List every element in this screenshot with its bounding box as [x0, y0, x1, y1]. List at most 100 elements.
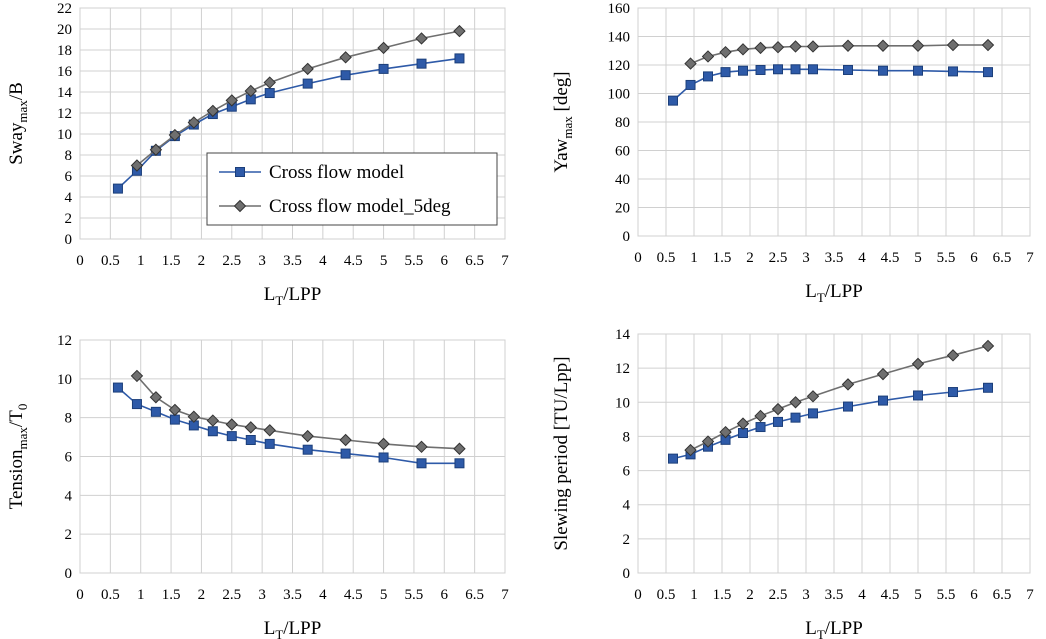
- x-axis-label: LT/LPP: [805, 281, 863, 305]
- y-tick-label: 2: [65, 527, 73, 543]
- data-point: [187, 116, 201, 129]
- x-tick-label: 6.5: [465, 587, 484, 603]
- x-tick-label: 2: [746, 250, 754, 266]
- data-point: [244, 84, 257, 98]
- x-tick-label: 1.5: [713, 250, 732, 266]
- data-point: [843, 401, 853, 412]
- y-tick-label: 160: [608, 1, 631, 17]
- y-axis-label-rest: /T: [6, 410, 27, 427]
- series-line-1: [690, 44, 988, 65]
- data-point: [738, 65, 748, 76]
- x-tick-label: 4.5: [881, 250, 900, 266]
- y-tick-label: 12: [57, 333, 72, 349]
- data-point: [453, 442, 466, 455]
- x-tick-label: 0.5: [657, 250, 676, 266]
- y-axis-label: Swaymax/B: [6, 82, 30, 165]
- y-axis-label-main: Yaw: [551, 138, 572, 172]
- y-tick-label: 8: [65, 411, 73, 427]
- data-point: [719, 425, 732, 439]
- x-axis-label: LT/LPP: [264, 618, 322, 639]
- data-point: [416, 458, 427, 469]
- x-tick-label: 3.5: [825, 250, 844, 266]
- x-tick-label: 3: [802, 250, 810, 266]
- y-tick-label: 12: [57, 106, 72, 122]
- x-tick-label: 6: [441, 253, 449, 269]
- series-line-1: [690, 345, 989, 451]
- data-point: [808, 64, 818, 75]
- data-point: [339, 51, 352, 64]
- y-tick-label: 140: [608, 30, 631, 46]
- data-point: [755, 64, 766, 75]
- y-axis-label-main: Sway: [6, 122, 27, 165]
- x-tick-label: 5: [380, 587, 388, 603]
- y-axis-label-sub: max: [560, 116, 575, 139]
- x-tick-label: 1: [137, 253, 145, 269]
- series-line-0: [672, 387, 989, 460]
- y-tick-label: 12: [615, 361, 630, 377]
- x-axis-label-main: L: [264, 618, 276, 639]
- x-tick-label: 3.5: [283, 587, 302, 603]
- x-tick-label: 3: [258, 587, 266, 603]
- x-tick-label: 3: [802, 587, 810, 603]
- x-tick-label: 2.5: [769, 587, 788, 603]
- data-point: [790, 64, 801, 75]
- x-tick-label: 5.5: [937, 587, 956, 603]
- x-tick-label: 7: [501, 587, 509, 603]
- x-axis-label-sub: T: [817, 627, 825, 639]
- y-tick-label: 2: [65, 211, 73, 227]
- series-line-0: [672, 68, 989, 102]
- data-point: [789, 40, 802, 53]
- x-tick-label: 4: [858, 587, 866, 603]
- data-point: [378, 452, 389, 463]
- data-point: [911, 357, 925, 371]
- data-point: [983, 67, 993, 78]
- data-point: [946, 38, 960, 52]
- y-axis-label-sub2: 0: [15, 404, 30, 411]
- chart-slewing-period: 0 0.5 1 1.5 2 2.5 3 3.5 4 4.5 5 5.5 6 6.5 7 0 2 4 6 8 10 12 14…: [551, 327, 1034, 639]
- data-point: [668, 453, 678, 464]
- y-tick-label: 4: [623, 498, 631, 514]
- y-tick-label: 10: [615, 395, 630, 411]
- chart-tension: 0 0.5 1 1.5 2 2.5 3 3.5 4 4.5 5 5.5 6 6.5 7024681012LT…: [6, 333, 509, 639]
- data-point: [454, 53, 465, 64]
- data-point: [790, 412, 801, 423]
- data-point: [719, 45, 732, 59]
- series-line-1: [136, 30, 460, 167]
- data-point: [878, 395, 888, 406]
- data-point: [168, 128, 182, 142]
- data-point: [245, 434, 256, 445]
- data-point: [701, 435, 715, 448]
- data-point: [808, 408, 818, 419]
- y-tick-label: 8: [65, 148, 73, 164]
- x-tick-label: 6.5: [465, 253, 484, 269]
- data-point: [150, 406, 161, 417]
- x-tick-label: 4: [858, 250, 866, 266]
- legend: Cross flow model Cross flow model_5deg: [206, 152, 498, 226]
- data-point: [415, 32, 428, 45]
- data-point: [264, 438, 275, 449]
- data-point: [841, 39, 855, 52]
- data-point: [913, 390, 923, 401]
- x-tick-label: 7: [1026, 250, 1034, 266]
- data-point: [112, 382, 123, 393]
- x-axis-label-rest: /LPP: [825, 281, 863, 302]
- data-point: [736, 417, 750, 430]
- data-point: [302, 444, 313, 455]
- data-point: [112, 183, 123, 194]
- legend-marker: [235, 167, 245, 177]
- x-tick-label: 4.5: [344, 253, 363, 269]
- data-point: [771, 402, 785, 416]
- y-tick-label: 0: [623, 566, 631, 582]
- data-point: [771, 40, 785, 54]
- legend-marker: [233, 199, 247, 213]
- y-tick-label: 60: [615, 144, 630, 160]
- data-point: [378, 63, 389, 74]
- data-point: [754, 409, 767, 423]
- x-axis-label-sub: T: [275, 293, 283, 308]
- y-axis-label-sub: max: [15, 427, 30, 450]
- y-axis-label-rest: /B: [6, 82, 27, 100]
- y-axis-label: Tensionmax/T0: [6, 404, 30, 510]
- data-point: [225, 94, 238, 107]
- y-tick-label: 120: [608, 58, 631, 74]
- data-point: [454, 458, 465, 469]
